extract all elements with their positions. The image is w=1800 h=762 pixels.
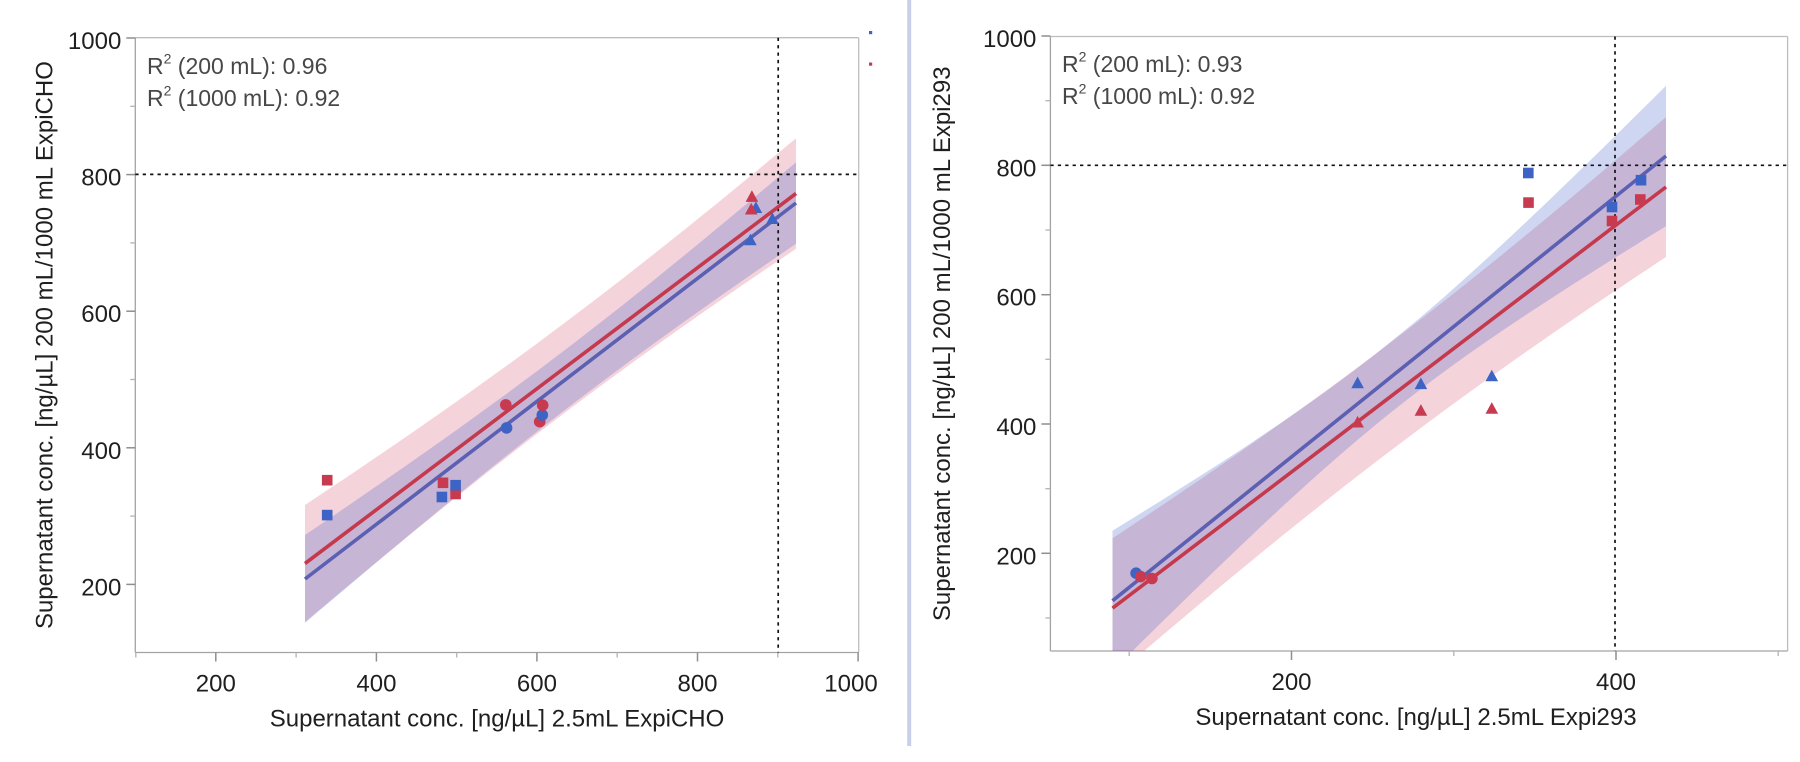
svg-text:Supernatant conc. [ng/µL] 2.5m: Supernatant conc. [ng/µL] 2.5mL Expi293 — [1195, 704, 1636, 731]
svg-text:Supernatant conc. [ng/µL] 200: Supernatant conc. [ng/µL] 200 mL/1000 mL… — [31, 61, 58, 629]
svg-text:200: 200 — [196, 671, 236, 698]
svg-text:Supernatant conc. [ng/µL] 2.5m: Supernatant conc. [ng/µL] 2.5mL ExpiCHO — [270, 706, 725, 733]
svg-text:600: 600 — [517, 671, 557, 698]
svg-text:400: 400 — [81, 438, 121, 465]
svg-text:Supernatant conc. [ng/µL] 200: Supernatant conc. [ng/µL] 200 mL/1000 mL… — [929, 66, 956, 621]
svg-text:400: 400 — [1596, 669, 1636, 696]
svg-text:1000: 1000 — [68, 28, 121, 55]
svg-text:1000: 1000 — [824, 671, 877, 698]
svg-text:600: 600 — [81, 301, 121, 328]
svg-text:800: 800 — [996, 155, 1036, 182]
svg-text:400: 400 — [356, 671, 396, 698]
svg-text:200: 200 — [81, 574, 121, 601]
svg-text:800: 800 — [81, 165, 121, 192]
svg-text:400: 400 — [996, 414, 1036, 441]
svg-text:200: 200 — [996, 543, 1036, 570]
svg-text:1000: 1000 — [983, 26, 1036, 53]
svg-text:R2 (1000 mL): 0.92: R2 (1000 mL): 0.92 — [147, 83, 340, 112]
svg-text:R2 (1000 mL): 0.92: R2 (1000 mL): 0.92 — [1062, 81, 1255, 110]
svg-text:600: 600 — [996, 285, 1036, 312]
svg-text:R2 (200 mL): 0.96: R2 (200 mL): 0.96 — [147, 51, 327, 80]
svg-text:R2 (200 mL): 0.93: R2 (200 mL): 0.93 — [1062, 49, 1242, 78]
svg-text:800: 800 — [677, 671, 717, 698]
svg-text:200: 200 — [1271, 669, 1311, 696]
